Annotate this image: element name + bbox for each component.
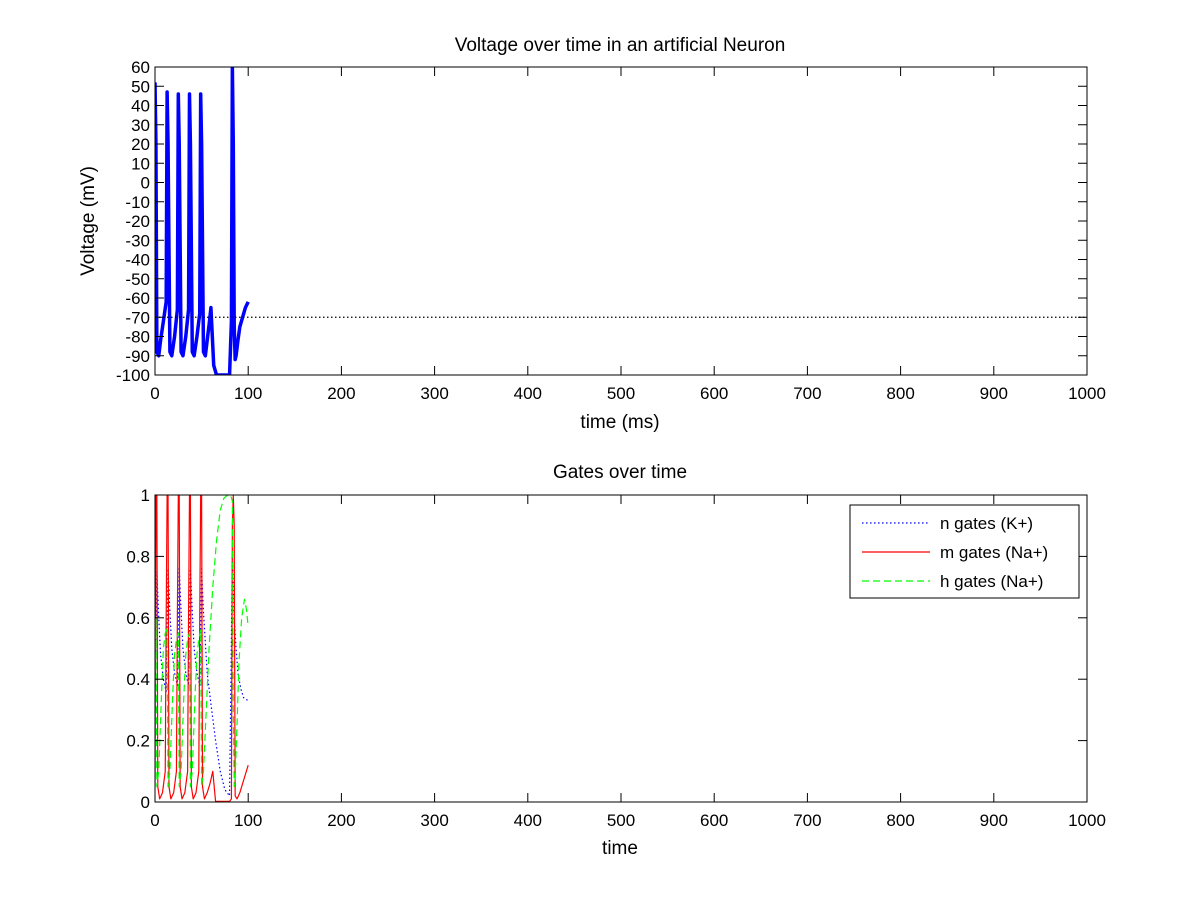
voltage-y-tick-label: -90 [125, 347, 150, 366]
voltage-x-tick-label: 300 [420, 384, 448, 403]
gates-x-tick-label: 900 [980, 811, 1008, 830]
voltage-y-tick-label: 40 [131, 97, 150, 116]
gates-y-tick-label: 0.6 [126, 609, 150, 628]
gates-y-tick-label: 0.4 [126, 670, 150, 689]
voltage-x-tick-label: 900 [980, 384, 1008, 403]
gates-x-tick-label: 800 [886, 811, 914, 830]
voltage-x-tick-label: 600 [700, 384, 728, 403]
gates-y-tick-label: 0 [141, 793, 150, 812]
voltage-plot-title: Voltage over time in an artificial Neuro… [455, 35, 786, 56]
voltage-x-axis-title: time (ms) [580, 412, 659, 433]
legend-entry-h-gates: h gates (Na+) [862, 572, 1043, 591]
voltage-y-tick-label: -10 [125, 193, 150, 212]
gates-plot-frame [154, 494, 1088, 803]
gates-series-m-gates-na [155, 495, 249, 802]
voltage-x-tick-label: 400 [514, 384, 542, 403]
voltage-x-tick-label: 0 [150, 384, 159, 403]
gates-plot: Gates over time time 0 100 200 300 400 500 600… [126, 462, 1106, 859]
gates-x-tick-label: 200 [327, 811, 355, 830]
voltage-y-tick-label: 50 [131, 77, 150, 96]
voltage-x-tick-label: 700 [793, 384, 821, 403]
gates-y-tick-label: 0.8 [126, 547, 150, 566]
gates-x-tick-label: 600 [700, 811, 728, 830]
voltage-y-tick-label: -30 [125, 231, 150, 250]
gates-legend: n gates (K+) m gates (Na+) h gates (Na+) [849, 504, 1080, 599]
voltage-plot: Voltage over time in an artificial Neuro… [78, 35, 1106, 433]
legend-label-m-gates: m gates (Na+) [940, 543, 1048, 562]
voltage-y-tick-label: -40 [125, 251, 150, 270]
voltage-y-tick-label: -70 [125, 308, 150, 327]
gates-x-tick-label: 0 [150, 811, 159, 830]
voltage-x-tick-label: 1000 [1068, 384, 1106, 403]
gates-x-axis-title: time [602, 838, 638, 859]
gates-x-tick-label: 100 [234, 811, 262, 830]
voltage-y-tick-label: -50 [125, 270, 150, 289]
voltage-y-tick-label: 20 [131, 135, 150, 154]
voltage-x-tick-label: 800 [886, 384, 914, 403]
gates-x-tick-label: 400 [514, 811, 542, 830]
legend-entry-n-gates: n gates (K+) [862, 514, 1033, 533]
gates-x-tick-label: 500 [607, 811, 635, 830]
voltage-y-tick-label: 0 [141, 174, 150, 193]
voltage-x-tick-label: 200 [327, 384, 355, 403]
gates-y-tick-label: 0.2 [126, 732, 150, 751]
voltage-y-tick-label: -100 [116, 366, 150, 385]
gates-plot-title: Gates over time [553, 462, 687, 483]
voltage-y-tick-label: 30 [131, 116, 150, 135]
voltage-y-tick-label: 10 [131, 154, 150, 173]
voltage-y-tick-label: -20 [125, 212, 150, 231]
gates-series-h-gates-na [155, 495, 249, 788]
gates-y-tick-label: 1 [141, 486, 150, 505]
legend-label-n-gates: n gates (K+) [940, 514, 1033, 533]
gates-x-tick-label: 1000 [1068, 811, 1106, 830]
voltage-x-tick-label: 500 [607, 384, 635, 403]
legend-label-h-gates: h gates (Na+) [940, 572, 1043, 591]
voltage-y-axis-title: Voltage (mV) [78, 166, 99, 276]
gates-x-tick-label: 300 [420, 811, 448, 830]
voltage-x-tick-label: 100 [234, 384, 262, 403]
voltage-series-line-0 [155, 67, 250, 375]
voltage-y-tick-label: -60 [125, 289, 150, 308]
gates-x-tick-label: 700 [793, 811, 821, 830]
legend-entry-m-gates: m gates (Na+) [862, 543, 1048, 562]
voltage-y-tick-label: -80 [125, 328, 150, 347]
voltage-plot-frame [154, 66, 1088, 376]
voltage-y-tick-label: 60 [131, 58, 150, 77]
